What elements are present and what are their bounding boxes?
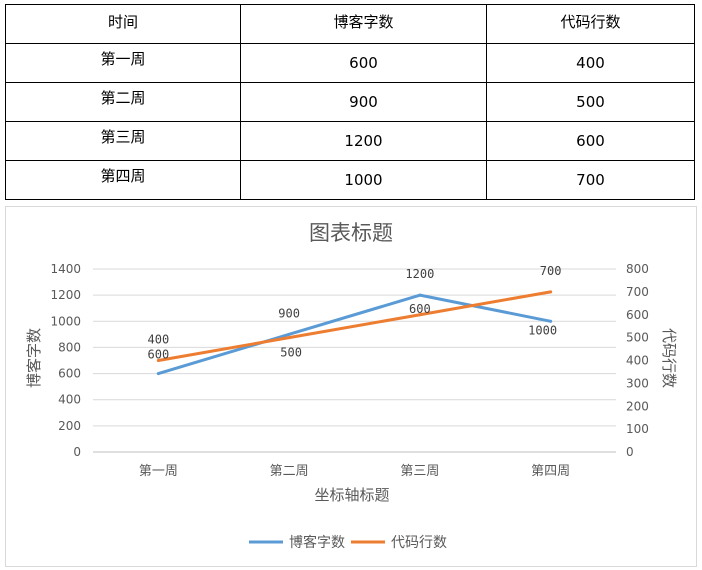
y-tick-label: 1400 [50, 262, 81, 276]
data-label: 600 [148, 348, 170, 362]
y-axis-title: 博客字数 [25, 328, 43, 388]
data-label: 500 [280, 346, 302, 360]
table-header-row: 时间 博客字数 代码行数 [5, 4, 695, 44]
y2-tick-label: 0 [626, 445, 634, 459]
table-row: 第二周 900 500 [5, 82, 695, 122]
table-cell: 1200 [240, 121, 487, 161]
table-cell: 第四周 [5, 160, 241, 200]
table-cell: 第一周 [5, 43, 241, 83]
table-cell: 600 [240, 43, 487, 83]
series-line [156, 293, 553, 376]
y-tick-label: 1000 [50, 314, 81, 328]
table-row: 第四周 1000 700 [5, 160, 695, 200]
legend-label: 代码行数 [391, 535, 447, 551]
y-tick-label: 200 [58, 419, 81, 433]
table-cell: 700 [486, 160, 695, 200]
table-cell: 900 [240, 82, 487, 122]
y2-tick-label: 500 [626, 331, 649, 345]
y2-tick-label: 600 [626, 308, 649, 322]
x-axis-title: 坐标轴标题 [314, 486, 389, 504]
table-cell: 1000 [240, 160, 487, 200]
data-point [156, 372, 160, 376]
table-cell: 第三周 [5, 121, 241, 161]
table-row: 第三周 1200 600 [5, 121, 695, 161]
data-label: 1200 [405, 267, 434, 281]
data-label: 400 [148, 333, 170, 347]
data-point [287, 336, 291, 340]
data-point [549, 290, 553, 294]
table-cell: 500 [486, 82, 695, 122]
data-label: 900 [278, 306, 300, 320]
table-cell: 600 [486, 121, 695, 161]
table-header-cell: 代码行数 [486, 4, 695, 44]
table-row: 第一周 600 400 [5, 43, 695, 83]
chart-title: 图表标题 [309, 221, 393, 245]
data-label: 1000 [528, 323, 557, 337]
y-tick-label: 0 [73, 445, 81, 459]
y2-tick-label: 300 [626, 376, 649, 390]
y2-tick-label: 400 [626, 354, 649, 368]
table-header-cell: 时间 [5, 4, 241, 44]
x-tick-label: 第三周 [400, 464, 439, 479]
table-cell: 第二周 [5, 82, 241, 122]
y-tick-label: 1200 [50, 288, 81, 302]
data-table: 时间 博客字数 代码行数 第一周 600 400 第二周 900 500 第三周… [5, 4, 695, 200]
table-cell: 400 [486, 43, 695, 83]
y-tick-label: 400 [58, 393, 81, 407]
y2-tick-label: 100 [626, 422, 649, 436]
x-tick-label: 第四周 [531, 464, 570, 479]
table-header-cell: 博客字数 [240, 4, 487, 44]
series-line [156, 290, 553, 362]
data-label: 600 [409, 302, 431, 316]
y-tick-label: 800 [58, 340, 81, 354]
y2-tick-label: 200 [626, 399, 649, 413]
y2-tick-label: 700 [626, 285, 649, 299]
y2-axis-title: 代码行数 [660, 328, 678, 388]
x-tick-label: 第二周 [270, 464, 309, 479]
chart-frame: 图表标题 0 200 400 600 800 1000 1200 1400 0 100 200 30… [5, 206, 697, 567]
data-label: 700 [540, 264, 562, 278]
y-tick-label: 600 [58, 367, 81, 381]
data-point [418, 313, 422, 317]
data-point [156, 359, 160, 362]
x-tick-label: 第一周 [139, 464, 178, 479]
legend-label: 博客字数 [289, 534, 345, 551]
data-point [549, 319, 553, 323]
y2-tick-label: 800 [626, 262, 649, 276]
data-point [287, 332, 291, 336]
data-point [418, 293, 422, 297]
